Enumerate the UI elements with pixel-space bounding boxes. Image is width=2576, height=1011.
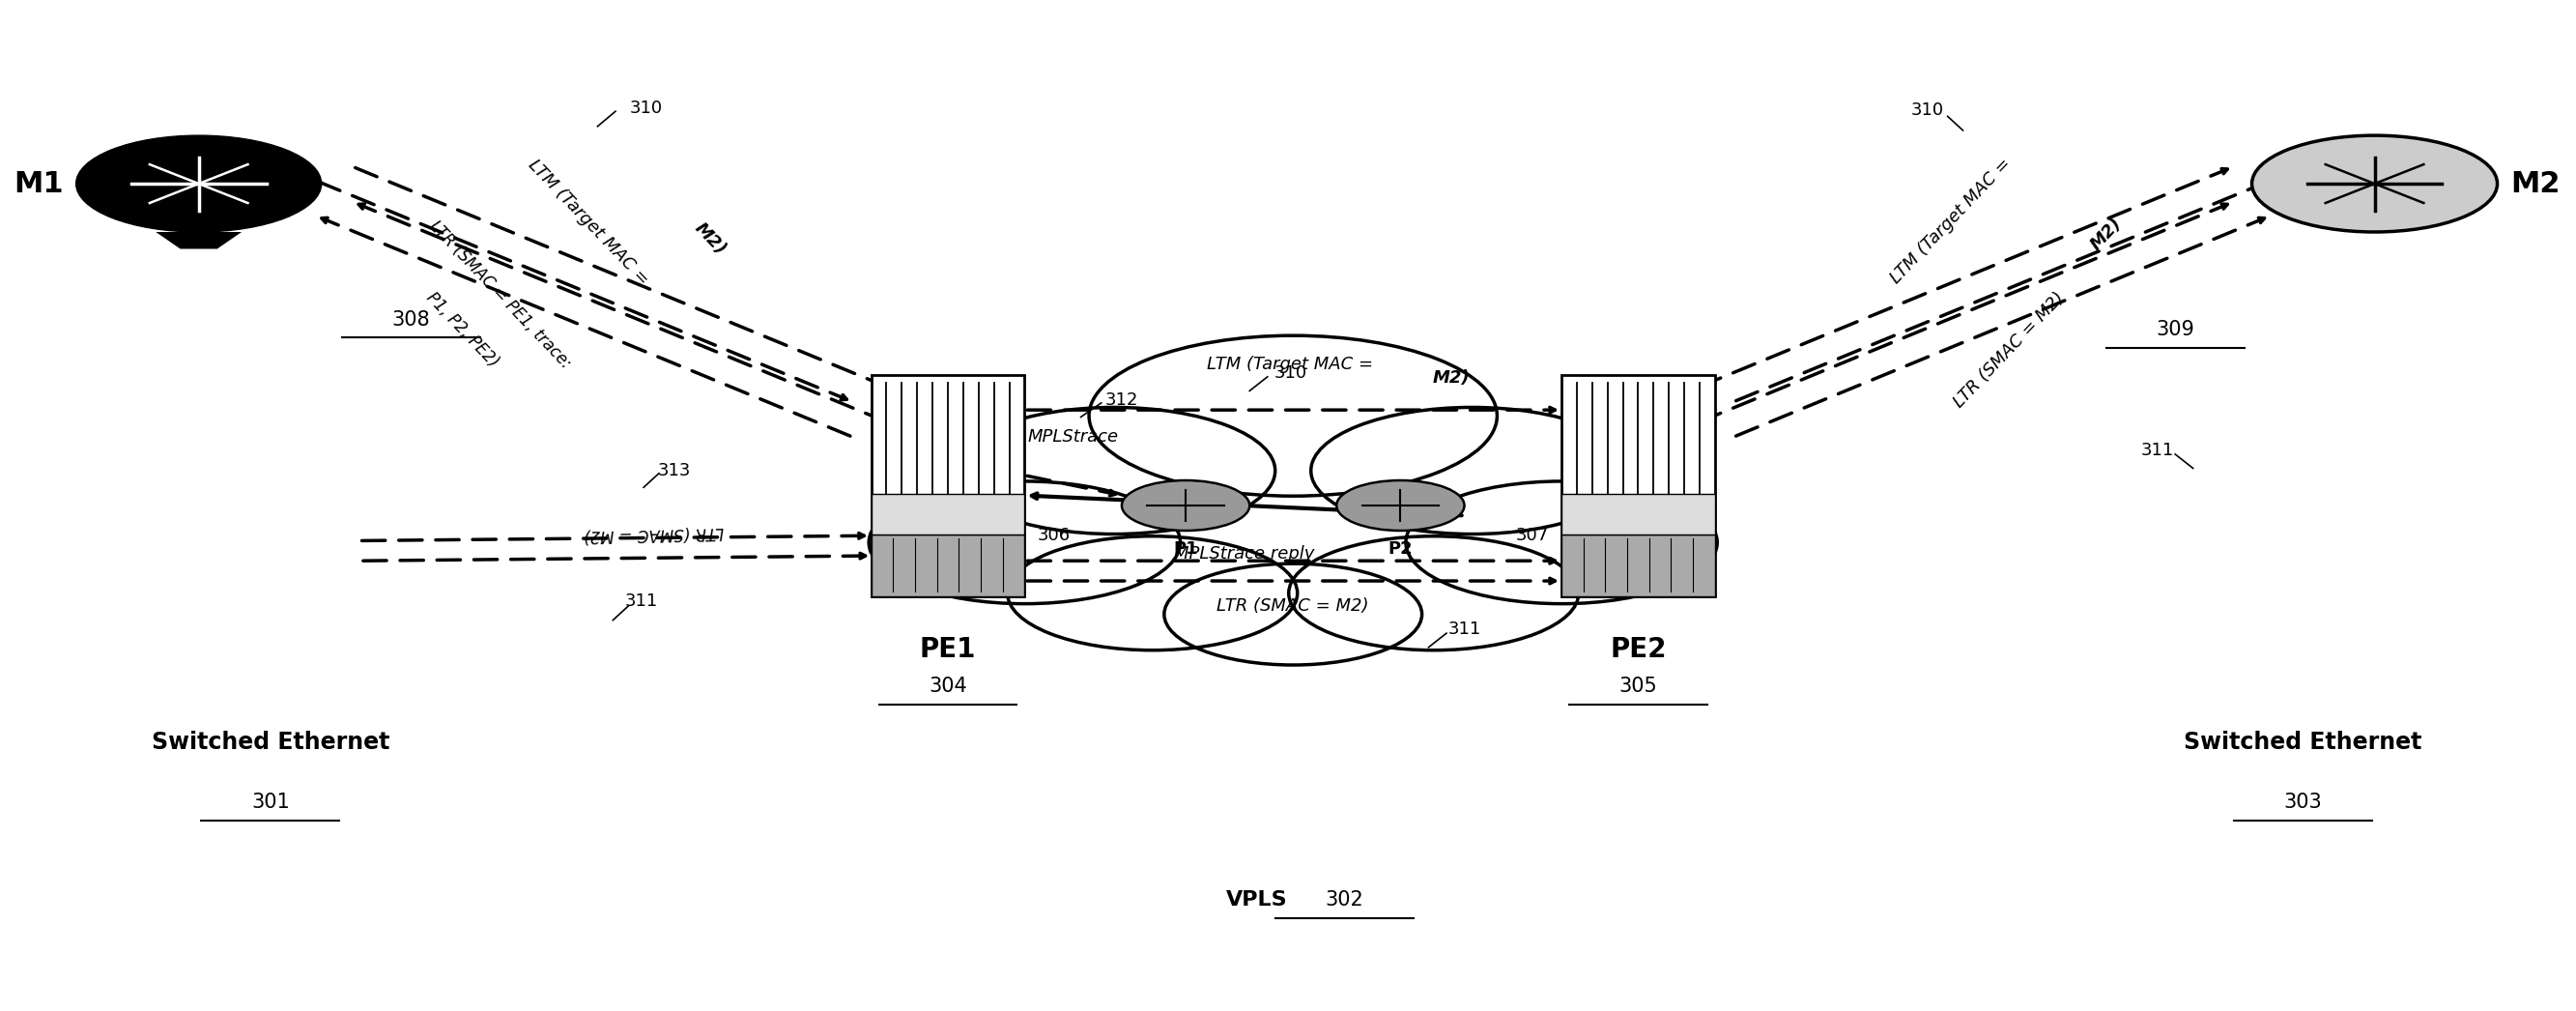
Text: MPLStrace reply: MPLStrace reply <box>1175 545 1314 562</box>
Text: M2): M2) <box>2087 214 2125 254</box>
Text: 301: 301 <box>250 793 289 812</box>
Circle shape <box>1164 563 1422 665</box>
Text: Switched Ethernet: Switched Ethernet <box>152 730 389 753</box>
Text: 306: 306 <box>1038 527 1072 544</box>
Text: 305: 305 <box>1620 676 1656 697</box>
Text: 304: 304 <box>930 676 966 697</box>
Circle shape <box>77 135 322 232</box>
Circle shape <box>1288 536 1579 650</box>
Text: P2: P2 <box>1388 541 1412 558</box>
Circle shape <box>1090 336 1497 496</box>
Text: M2: M2 <box>2509 170 2561 198</box>
Circle shape <box>1007 536 1298 650</box>
Text: M2): M2) <box>1432 369 1471 386</box>
Text: Switched Ethernet: Switched Ethernet <box>2184 730 2421 753</box>
Polygon shape <box>155 232 242 249</box>
Text: LTR (SMAC = M2): LTR (SMAC = M2) <box>1216 598 1368 615</box>
Text: 303: 303 <box>2285 793 2321 812</box>
Text: 310: 310 <box>1911 101 1945 119</box>
Text: 309: 309 <box>2156 319 2195 339</box>
Circle shape <box>1337 480 1463 531</box>
Text: 310: 310 <box>1275 364 1306 381</box>
Text: M2): M2) <box>690 219 729 259</box>
Text: MPLStrace: MPLStrace <box>1028 429 1118 446</box>
Text: LTR (SMAC = M2): LTR (SMAC = M2) <box>585 523 724 544</box>
Bar <box>871 375 1025 596</box>
Bar <box>871 534 1025 596</box>
Text: LTR (SMAC = M2): LTR (SMAC = M2) <box>1950 288 2069 410</box>
Circle shape <box>1311 407 1633 534</box>
Text: LTM (Target MAC =: LTM (Target MAC = <box>1888 151 2020 287</box>
Circle shape <box>868 481 1180 604</box>
Circle shape <box>1121 480 1249 531</box>
Bar <box>871 494 1025 534</box>
Bar <box>1561 494 1716 534</box>
Text: 311: 311 <box>2141 442 2174 459</box>
Text: P1: P1 <box>1172 541 1198 558</box>
Text: 310: 310 <box>629 99 662 117</box>
Text: 308: 308 <box>392 309 430 330</box>
Circle shape <box>953 407 1275 534</box>
Bar <box>1561 534 1716 596</box>
Text: LTM (Target MAC =: LTM (Target MAC = <box>526 156 654 292</box>
Text: 313: 313 <box>657 462 690 479</box>
Text: M1: M1 <box>13 170 64 198</box>
Text: LTR (SMAC = PE1, trace:: LTR (SMAC = PE1, trace: <box>425 217 574 372</box>
Text: PE1: PE1 <box>920 636 976 663</box>
Text: 311: 311 <box>623 592 657 610</box>
Text: 307: 307 <box>1515 527 1548 544</box>
Text: LTM (Target MAC =: LTM (Target MAC = <box>1208 356 1378 373</box>
Text: VPLS: VPLS <box>1226 890 1288 909</box>
Text: 312: 312 <box>1105 391 1139 408</box>
Circle shape <box>2251 135 2496 232</box>
Text: 311: 311 <box>1448 621 1481 638</box>
Bar <box>1561 375 1716 596</box>
Text: P1, P2, PE2): P1, P2, PE2) <box>422 288 502 370</box>
Circle shape <box>1406 481 1718 604</box>
Text: 302: 302 <box>1324 890 1363 909</box>
Text: PE2: PE2 <box>1610 636 1667 663</box>
